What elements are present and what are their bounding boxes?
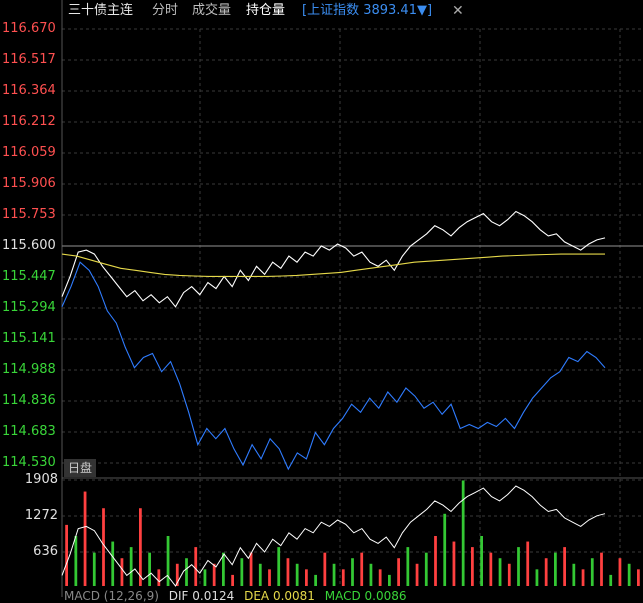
volume-bar	[434, 536, 437, 586]
volume-bar	[480, 536, 483, 586]
volume-bar	[166, 536, 170, 586]
volume-bar	[618, 558, 622, 586]
price-tick-label: 115.294	[2, 300, 56, 315]
volume-bar	[572, 563, 576, 586]
volume-bar	[305, 569, 308, 586]
volume-bar	[526, 541, 530, 586]
volume-bar	[637, 569, 640, 586]
volume-bar	[415, 563, 419, 586]
volume-bar	[517, 547, 520, 586]
volume-bar	[554, 552, 557, 586]
volume-bar	[129, 547, 133, 586]
volume-bar	[175, 563, 179, 586]
price-tick-label: 115.447	[2, 269, 56, 284]
indicator-macd: MACD 0.0086	[324, 589, 407, 603]
volume-bar	[443, 513, 447, 586]
volume-bar	[535, 569, 539, 586]
price-tick-label: 114.988	[2, 362, 56, 377]
price-tick-label: 116.212	[2, 114, 56, 129]
volume-tick-label: 1908	[24, 472, 58, 487]
volume-bar	[563, 547, 566, 586]
volume-bar	[461, 480, 465, 586]
tab-open-interest[interactable]: 持仓量	[246, 3, 286, 18]
price-tick-label: 114.530	[2, 455, 56, 470]
volume-bar	[489, 552, 493, 586]
volume-bar	[102, 508, 105, 586]
volume-bar	[258, 563, 262, 586]
indicator-name[interactable]: MACD (12,26,9)	[64, 589, 159, 603]
volume-bar	[286, 558, 290, 586]
volume-tick-label: 636	[33, 544, 58, 559]
volume-panel-line	[61, 485, 606, 587]
volume-bar	[203, 569, 207, 586]
volume-bar	[507, 563, 511, 586]
close-icon[interactable]: ✕	[452, 3, 464, 19]
volume-bar	[65, 524, 68, 586]
indicator-dif: DIF 0.0124	[168, 589, 235, 603]
volume-bar	[120, 558, 124, 586]
volume-bar	[314, 574, 317, 586]
volume-bar	[360, 552, 364, 586]
volume-bar	[341, 569, 345, 586]
volume-bar	[581, 569, 585, 586]
volume-bar	[388, 574, 391, 586]
volume-tick-label: 1272	[24, 508, 58, 523]
volume-bar	[249, 552, 253, 586]
volume-bar	[609, 574, 613, 586]
price-tick-label: 116.517	[2, 52, 56, 67]
tab-timeshare[interactable]: 分时	[152, 3, 179, 18]
volume-bar	[240, 558, 244, 586]
price-tick-label: 115.906	[2, 176, 56, 191]
price-tick-label: 116.670	[2, 21, 56, 36]
price-tick-label: 116.364	[2, 83, 56, 98]
volume-bar	[277, 547, 281, 586]
volume-bar	[498, 558, 502, 586]
volume-bar	[323, 552, 327, 586]
volume-bar	[194, 547, 198, 586]
open-interest-line	[61, 261, 606, 471]
volume-bar	[231, 574, 234, 586]
price-tick-label: 115.753	[2, 207, 56, 222]
volume-bar	[332, 563, 336, 586]
toolbar: 三十债主连 分时 成交量 持仓量 [上证指数 3893.41▼] ✕	[0, 0, 643, 22]
indicator-bar: MACD (12,26,9) DIF 0.0124 DEA 0.0081 MAC…	[64, 589, 413, 603]
volume-bar	[397, 558, 400, 586]
price-tick-label: 116.059	[2, 145, 56, 160]
price-tick-label: 114.836	[2, 393, 56, 408]
volume-bar	[139, 508, 142, 586]
volume-bar	[471, 547, 474, 586]
session-tag[interactable]: 日盘	[64, 459, 97, 477]
indicator-dea: DEA 0.0081	[244, 589, 315, 603]
volume-bar	[74, 536, 78, 586]
volume-bar	[92, 552, 96, 586]
volume-bar	[212, 563, 216, 586]
index-quote-link[interactable]: [上证指数 3893.41▼]	[302, 3, 433, 18]
volume-bar	[544, 558, 548, 586]
price-line	[61, 210, 606, 308]
volume-bar	[452, 541, 456, 586]
volume-bar	[83, 491, 87, 586]
tab-volume[interactable]: 成交量	[192, 3, 232, 18]
volume-bar	[222, 552, 225, 586]
volume-bar	[111, 541, 115, 586]
volume-bar	[600, 552, 603, 586]
volume-bar	[627, 563, 631, 586]
price-tick-label: 115.141	[2, 331, 56, 346]
price-tick-label: 115.600	[2, 238, 56, 253]
volume-bar	[157, 569, 161, 586]
volume-bar	[351, 558, 354, 586]
volume-bar	[590, 558, 594, 586]
volume-bar	[185, 558, 188, 586]
average-price-line	[61, 253, 605, 277]
volume-bar	[378, 569, 382, 586]
instrument-title: 三十债主连	[68, 3, 134, 18]
volume-bar	[148, 552, 151, 586]
price-tick-label: 114.683	[2, 424, 56, 439]
volume-bar	[424, 552, 428, 586]
volume-bar	[406, 547, 410, 586]
volume-bar	[369, 563, 373, 586]
volume-bar	[268, 569, 271, 586]
volume-bar	[295, 563, 299, 586]
